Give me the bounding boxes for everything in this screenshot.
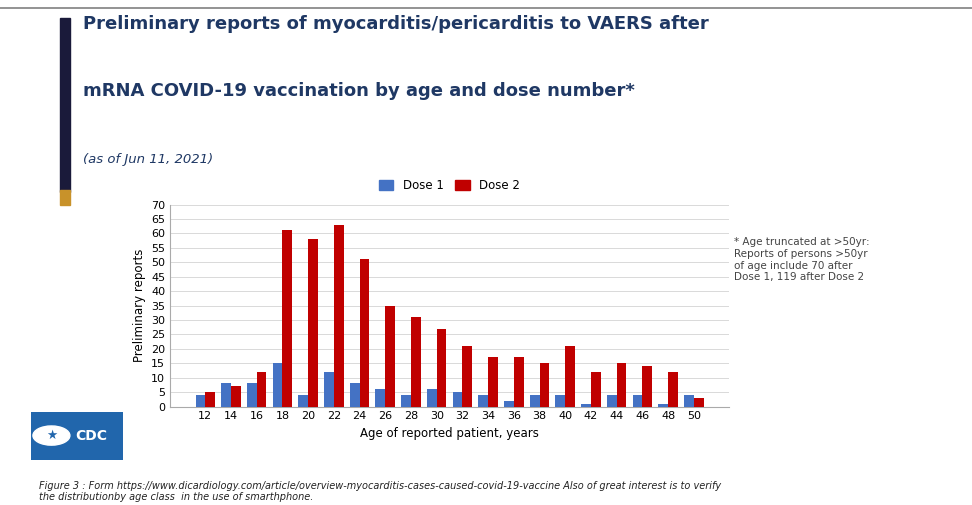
Bar <box>453 392 463 407</box>
Bar <box>566 346 575 407</box>
Bar <box>658 403 668 407</box>
Bar <box>283 230 293 407</box>
Bar <box>375 389 385 407</box>
Bar <box>350 383 360 407</box>
Bar <box>633 395 642 407</box>
Bar <box>298 395 308 407</box>
Text: (as of Jun 11, 2021): (as of Jun 11, 2021) <box>83 153 213 166</box>
Bar <box>591 372 601 407</box>
Bar <box>247 383 257 407</box>
Circle shape <box>33 426 70 445</box>
Bar <box>642 366 652 407</box>
Bar <box>684 395 694 407</box>
Bar <box>555 395 566 407</box>
Bar <box>668 372 677 407</box>
Bar <box>530 395 539 407</box>
FancyBboxPatch shape <box>26 409 128 462</box>
Bar <box>514 358 524 407</box>
Bar <box>205 392 215 407</box>
Text: Figure 3 : Form https://www.dicardiology.com/article/overview-myocarditis-cases-: Figure 3 : Form https://www.dicardiology… <box>39 481 721 502</box>
Bar <box>463 346 472 407</box>
Bar <box>308 239 318 407</box>
Bar <box>427 389 436 407</box>
Bar <box>333 225 344 407</box>
X-axis label: Age of reported patient, years: Age of reported patient, years <box>360 427 539 440</box>
Bar <box>401 395 411 407</box>
Text: * Age truncated at >50yr:
Reports of persons >50yr
of age include 70 after
Dose : * Age truncated at >50yr: Reports of per… <box>734 237 870 282</box>
Text: ★: ★ <box>46 429 57 442</box>
Bar <box>272 363 283 407</box>
Y-axis label: Preliminary reports: Preliminary reports <box>132 249 146 362</box>
Bar <box>222 383 231 407</box>
Bar <box>411 317 421 407</box>
Text: CDC: CDC <box>75 429 107 442</box>
Bar <box>607 395 616 407</box>
Bar <box>231 386 241 407</box>
Bar <box>539 363 549 407</box>
Bar <box>195 395 205 407</box>
Bar <box>478 395 488 407</box>
Text: Preliminary reports of myocarditis/pericarditis to VAERS after: Preliminary reports of myocarditis/peric… <box>83 15 709 33</box>
Bar <box>488 358 498 407</box>
Bar <box>385 306 395 407</box>
Bar <box>257 372 266 407</box>
Legend: Dose 1, Dose 2: Dose 1, Dose 2 <box>374 174 525 196</box>
Bar <box>360 260 369 407</box>
Bar <box>436 329 446 407</box>
Bar <box>694 398 704 407</box>
Bar <box>581 403 591 407</box>
Bar <box>504 401 514 407</box>
Bar <box>616 363 627 407</box>
Bar <box>324 372 333 407</box>
Text: mRNA COVID-19 vaccination by age and dose number*: mRNA COVID-19 vaccination by age and dos… <box>83 82 635 100</box>
